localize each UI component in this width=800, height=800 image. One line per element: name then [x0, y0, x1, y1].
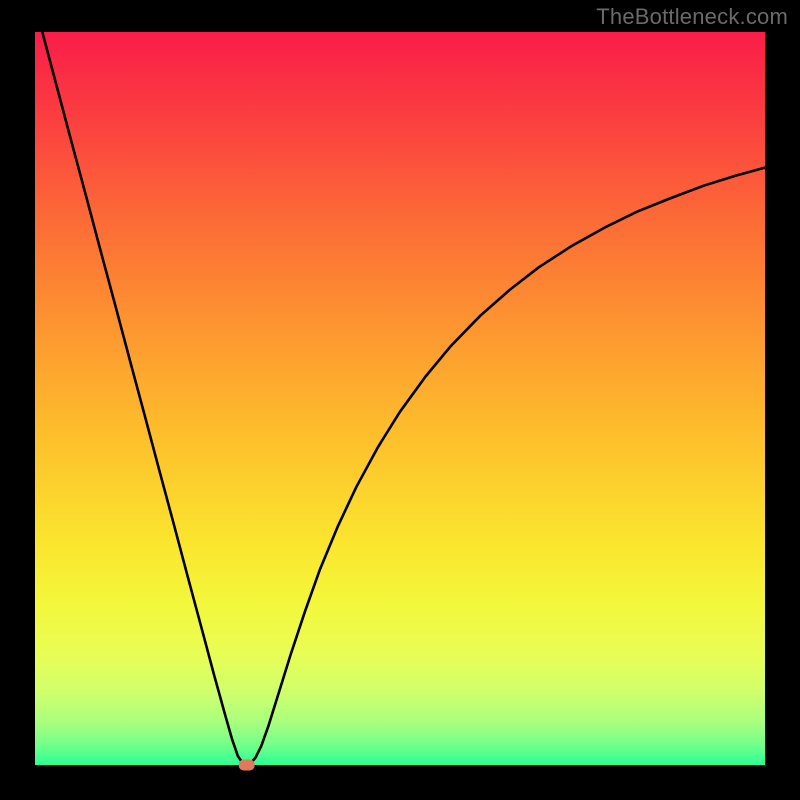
watermark-label: TheBottleneck.com	[596, 4, 788, 30]
bottleneck-curve-chart	[0, 0, 800, 800]
optimum-marker	[239, 760, 255, 771]
chart-container: TheBottleneck.com	[0, 0, 800, 800]
